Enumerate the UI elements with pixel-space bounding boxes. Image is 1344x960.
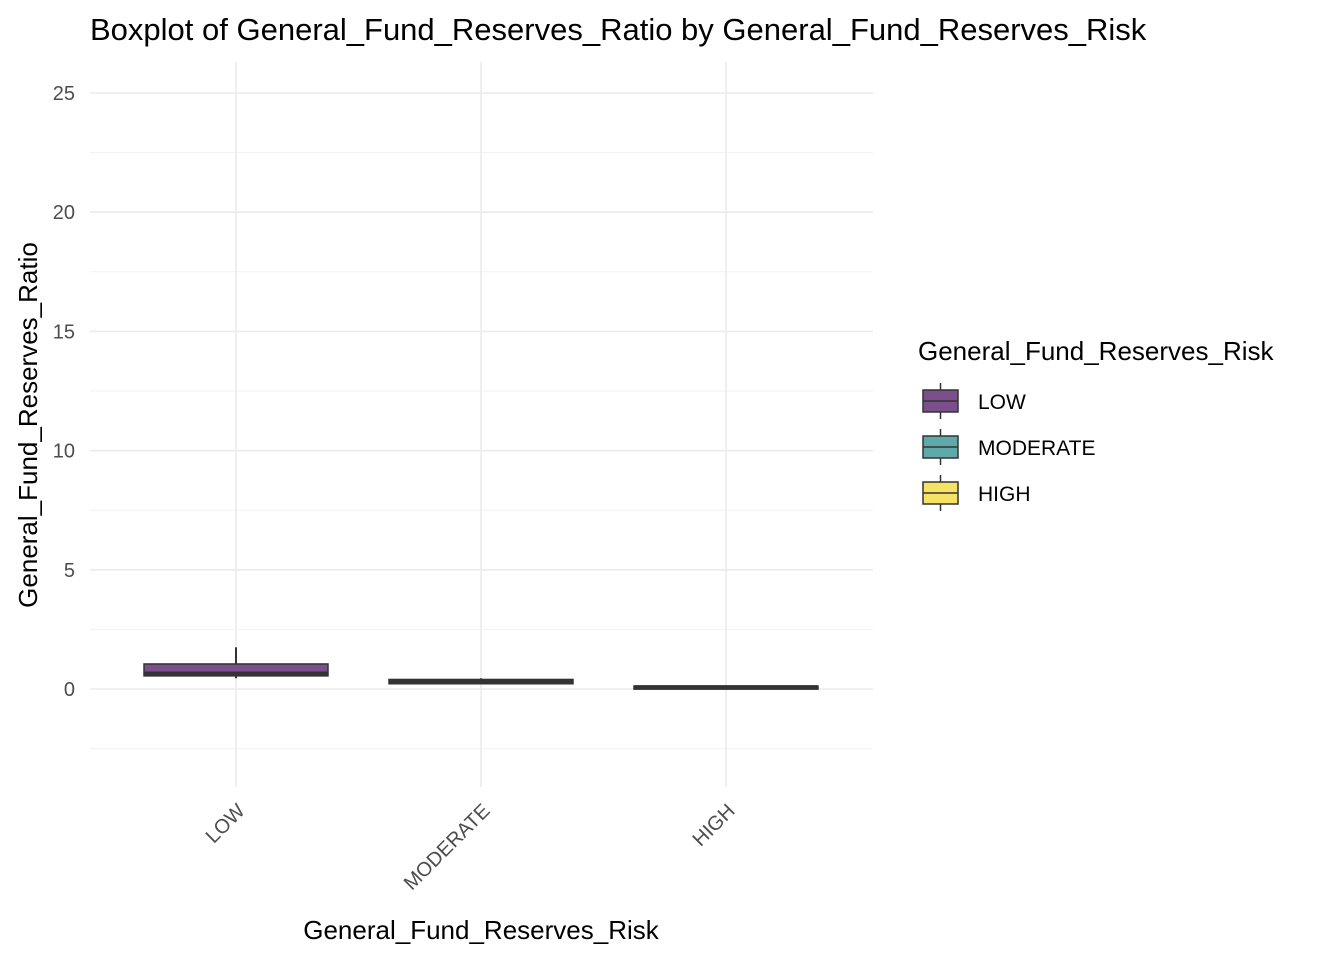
x-tick-label: MODERATE bbox=[400, 800, 495, 895]
legend: LOW MODERATE HIGH bbox=[922, 383, 1095, 511]
x-axis-ticks: LOW MODERATE HIGH bbox=[202, 800, 740, 895]
y-tick-label: 25 bbox=[53, 83, 75, 105]
chart-title: Boxplot of General_Fund_Reserves_Ratio b… bbox=[90, 12, 1147, 47]
boxes bbox=[143, 647, 819, 690]
x-axis-title: General_Fund_Reserves_Risk bbox=[303, 915, 660, 945]
legend-item-low: LOW bbox=[922, 383, 1026, 419]
box-moderate bbox=[388, 678, 574, 685]
legend-item-high: HIGH bbox=[922, 475, 1031, 511]
x-tick-label: HIGH bbox=[689, 800, 740, 851]
y-tick-label: 5 bbox=[64, 560, 75, 582]
box-iqr bbox=[143, 663, 329, 677]
legend-label: LOW bbox=[978, 391, 1026, 414]
y-axis-ticks: 0 5 10 15 20 25 bbox=[53, 83, 75, 701]
y-tick-label: 20 bbox=[53, 202, 75, 224]
legend-item-moderate: MODERATE bbox=[922, 429, 1095, 465]
y-axis-title: General_Fund_Reserves_Ratio bbox=[13, 242, 43, 608]
box-high bbox=[633, 685, 819, 690]
legend-label: HIGH bbox=[978, 483, 1031, 506]
legend-title: General_Fund_Reserves_Risk bbox=[918, 336, 1275, 366]
legend-label: MODERATE bbox=[978, 437, 1095, 460]
x-tick-label: LOW bbox=[202, 800, 250, 848]
grid-lines bbox=[90, 62, 873, 787]
y-tick-label: 15 bbox=[53, 321, 75, 343]
y-tick-label: 10 bbox=[53, 441, 75, 463]
y-tick-label: 0 bbox=[64, 679, 75, 701]
box-low bbox=[143, 647, 329, 679]
